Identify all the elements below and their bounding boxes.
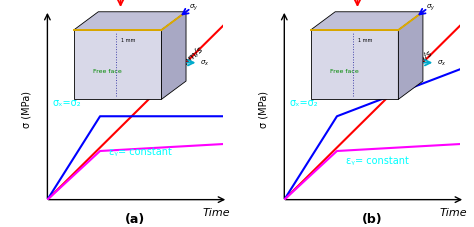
- Text: Free face: Free face: [329, 68, 358, 73]
- Text: Time: Time: [439, 207, 467, 217]
- Text: v₁=0.2MPa/s: v₁=0.2MPa/s: [385, 47, 433, 92]
- Text: v₂/ v₁=β: v₂/ v₁=β: [379, 65, 417, 84]
- Polygon shape: [398, 13, 423, 100]
- Text: σ (MPa): σ (MPa): [21, 91, 31, 127]
- Text: $\sigma_y$: $\sigma_y$: [189, 3, 199, 13]
- Text: Time: Time: [202, 207, 230, 217]
- Text: v₁=0.001mm/s: v₁=0.001mm/s: [148, 44, 204, 96]
- Polygon shape: [74, 31, 162, 100]
- Text: $\sigma_z$: $\sigma_z$: [124, 0, 133, 1]
- Text: $\sigma_y$: $\sigma_y$: [426, 3, 436, 13]
- Text: $\sigma_x$: $\sigma_x$: [437, 59, 447, 68]
- Text: σₓ=σ₂: σₓ=σ₂: [53, 97, 81, 107]
- Text: σₓ=σ₂: σₓ=σ₂: [290, 97, 318, 107]
- Text: 1 mm: 1 mm: [121, 37, 136, 42]
- Text: 1 mm: 1 mm: [358, 37, 373, 42]
- Text: Free face: Free face: [93, 68, 121, 73]
- Polygon shape: [74, 13, 186, 31]
- Text: εᵧ= constant: εᵧ= constant: [346, 155, 409, 165]
- Text: εᵧ= constant: εᵧ= constant: [109, 146, 172, 156]
- Text: (b): (b): [362, 212, 383, 225]
- Polygon shape: [310, 31, 398, 100]
- Polygon shape: [162, 13, 186, 100]
- Polygon shape: [310, 13, 423, 31]
- Text: σ (MPa): σ (MPa): [258, 91, 268, 127]
- Text: $\sigma_x$: $\sigma_x$: [200, 59, 210, 68]
- Text: (a): (a): [125, 212, 145, 225]
- Text: $\sigma_z$: $\sigma_z$: [361, 0, 370, 1]
